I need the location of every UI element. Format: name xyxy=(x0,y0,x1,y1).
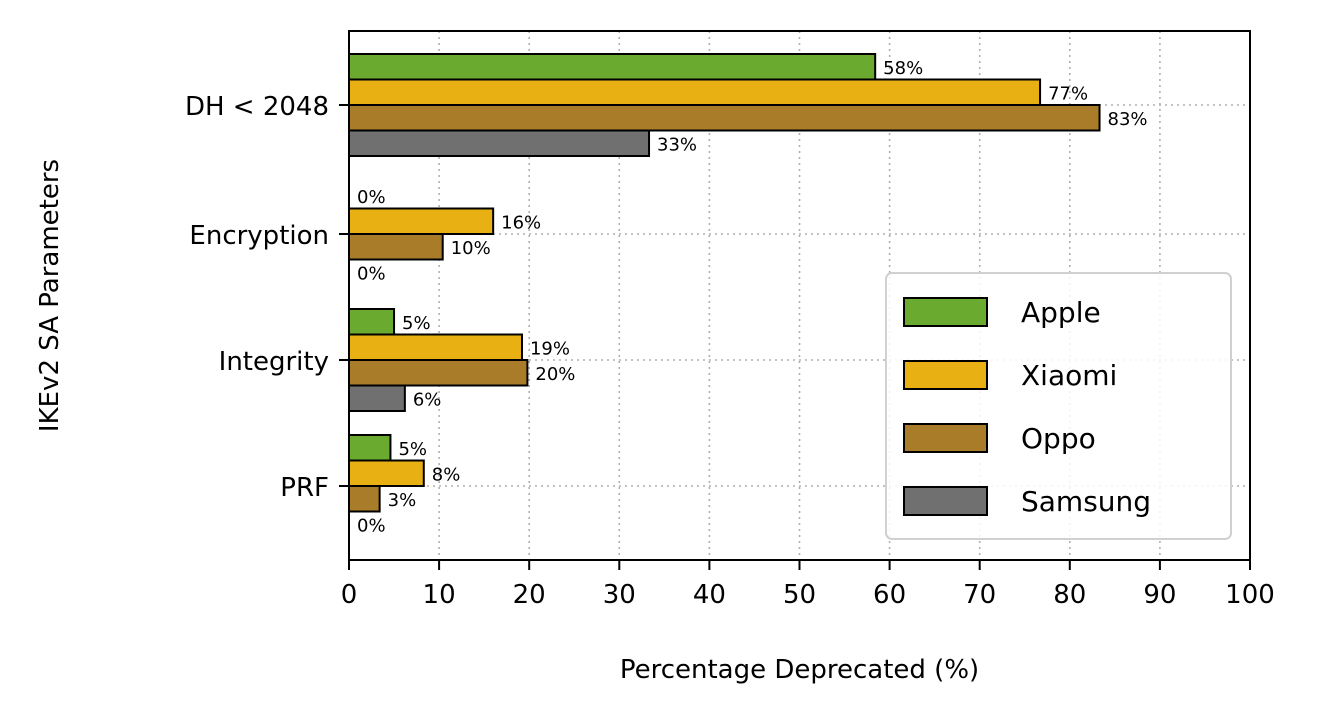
y-tick-label-1: Encryption xyxy=(189,221,329,251)
bar-label-samsung-0: 33% xyxy=(657,134,697,155)
x-tick-label-9: 90 xyxy=(1143,580,1176,610)
x-tick-label-5: 50 xyxy=(783,580,816,610)
bar-samsung-2 xyxy=(348,384,406,412)
x-tick-label-7: 70 xyxy=(963,580,996,610)
legend-label-oppo: Oppo xyxy=(1021,422,1096,455)
x-tick-label-3: 30 xyxy=(603,580,636,610)
legend: Apple Xiaomi Oppo Samsung xyxy=(885,272,1232,540)
bar-apple-0 xyxy=(348,53,877,81)
bar-samsung-0 xyxy=(348,129,651,157)
legend-label-samsung: Samsung xyxy=(1021,485,1151,518)
bar-label-xiaomi-0: 77% xyxy=(1048,83,1088,104)
x-tick-label-2: 20 xyxy=(513,580,546,610)
legend-swatch-apple xyxy=(903,297,988,327)
y-tick-label-3: PRF xyxy=(280,473,329,503)
x-tick-label-4: 40 xyxy=(693,580,726,610)
x-tick-label-0: 0 xyxy=(341,580,358,610)
x-tick-label-10: 100 xyxy=(1225,580,1275,610)
bar-oppo-1 xyxy=(348,233,444,261)
bar-oppo-3 xyxy=(348,485,381,513)
bar-oppo-0 xyxy=(348,104,1101,132)
bar-label-samsung-1: 0% xyxy=(357,263,386,284)
bar-label-apple-1: 0% xyxy=(357,187,386,208)
bars xyxy=(348,53,1101,513)
bar-label-xiaomi-2: 19% xyxy=(530,338,570,359)
bar-xiaomi-1 xyxy=(348,207,495,235)
legend-swatch-samsung xyxy=(903,486,988,516)
bar-label-samsung-3: 0% xyxy=(357,515,386,536)
legend-label-xiaomi: Xiaomi xyxy=(1021,359,1117,392)
bar-apple-3 xyxy=(348,434,392,462)
bar-xiaomi-3 xyxy=(348,459,425,487)
bar-label-oppo-2: 20% xyxy=(535,364,575,385)
bar-label-xiaomi-1: 16% xyxy=(501,212,541,233)
x-axis-title: Percentage Deprecated (%) xyxy=(620,655,979,685)
y-axis-ticks: DH < 2048 Encryption Integrity PRF xyxy=(185,92,349,503)
bar-label-oppo-3: 3% xyxy=(388,490,417,511)
bar-label-samsung-2: 6% xyxy=(413,389,442,410)
bar-label-apple-0: 58% xyxy=(883,58,923,79)
y-axis-title: IKEv2 SA Parameters xyxy=(35,159,65,432)
bar-xiaomi-0 xyxy=(348,78,1042,106)
bar-labels: 58%77%83%33%0%16%10%0%5%19%20%6%5%8%3%0% xyxy=(357,58,1148,537)
bar-label-oppo-0: 83% xyxy=(1108,109,1148,130)
x-tick-label-8: 80 xyxy=(1053,580,1086,610)
y-tick-label-2: Integrity xyxy=(219,347,329,377)
x-tick-label-1: 10 xyxy=(423,580,456,610)
x-axis-ticks: 0 10 20 30 40 50 60 70 80 90 100 xyxy=(341,560,1275,610)
bar-label-oppo-1: 10% xyxy=(451,238,491,259)
legend-label-apple: Apple xyxy=(1021,296,1101,329)
legend-swatch-xiaomi xyxy=(903,360,988,390)
bar-label-xiaomi-3: 8% xyxy=(432,464,461,485)
x-tick-label-6: 60 xyxy=(873,580,906,610)
bar-xiaomi-2 xyxy=(348,333,523,361)
bar-label-apple-2: 5% xyxy=(402,313,431,334)
bar-oppo-2 xyxy=(348,359,529,387)
legend-swatch-oppo xyxy=(903,423,988,453)
y-tick-label-0: DH < 2048 xyxy=(185,92,329,122)
legend-frame xyxy=(885,272,1232,540)
bar-label-apple-3: 5% xyxy=(398,439,427,460)
bar-apple-2 xyxy=(348,308,396,336)
